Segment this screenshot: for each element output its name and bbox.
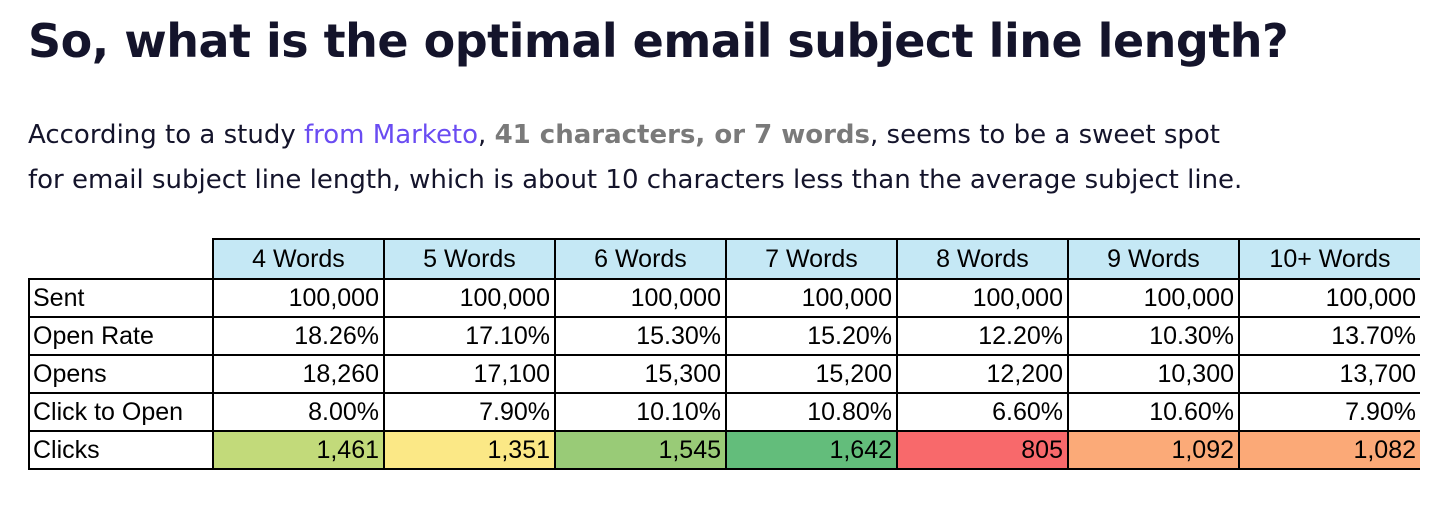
table-cell: 18.26% <box>212 316 385 356</box>
table-cell: 6.60% <box>896 392 1069 432</box>
table-row-open-rate: Open Rate 18.26% 17.10% 15.30% 15.20% 12… <box>28 316 1420 356</box>
column-header: 4 Words <box>212 238 385 280</box>
subject-length-table: 4 Words 5 Words 6 Words 7 Words 8 Words … <box>28 238 1420 470</box>
clicks-cell: 805 <box>896 430 1069 470</box>
table-cell: 10.80% <box>725 392 898 432</box>
table-cell: 17,100 <box>383 354 556 394</box>
table-corner-cell <box>29 239 214 280</box>
clicks-cell: 1,351 <box>383 430 556 470</box>
row-label: Click to Open <box>28 392 214 432</box>
row-label: Sent <box>28 278 214 318</box>
table-cell: 7.90% <box>1238 392 1420 432</box>
intro-text-2: , <box>478 120 495 150</box>
clicks-cell: 1,082 <box>1238 430 1420 470</box>
table-cell: 100,000 <box>554 278 727 318</box>
marketo-study-link[interactable]: from Marketo <box>303 120 479 150</box>
page-title: So, what is the optimal email subject li… <box>28 14 1289 68</box>
intro-text-1: According to a study <box>28 120 304 150</box>
table-cell: 17.10% <box>383 316 556 356</box>
table-header-row: 4 Words 5 Words 6 Words 7 Words 8 Words … <box>29 238 1420 280</box>
intro-line-1: According to a study from Marketo, 41 ch… <box>28 113 1428 158</box>
clicks-cell: 1,545 <box>554 430 727 470</box>
table-cell: 15,200 <box>725 354 898 394</box>
table-cell: 10.10% <box>554 392 727 432</box>
table-cell: 15.20% <box>725 316 898 356</box>
table-cell: 100,000 <box>1238 278 1420 318</box>
table-cell: 15,300 <box>554 354 727 394</box>
table-cell: 18,260 <box>212 354 385 394</box>
table-row-opens: Opens 18,260 17,100 15,300 15,200 12,200… <box>28 354 1420 394</box>
clicks-cell: 1,642 <box>725 430 898 470</box>
table-cell: 100,000 <box>383 278 556 318</box>
table-cell: 15.30% <box>554 316 727 356</box>
table-cell: 13.70% <box>1238 316 1420 356</box>
column-header: 6 Words <box>554 238 727 280</box>
clicks-cell: 1,461 <box>212 430 385 470</box>
clicks-cell: 1,092 <box>1067 430 1240 470</box>
table-cell: 7.90% <box>383 392 556 432</box>
intro-text-3: , seems to be a sweet spot <box>870 120 1220 150</box>
table-cell: 12,200 <box>896 354 1069 394</box>
table-row-click-to-open: Click to Open 8.00% 7.90% 10.10% 10.80% … <box>28 392 1420 432</box>
column-header: 5 Words <box>383 238 556 280</box>
intro-highlight: 41 characters, or 7 words <box>494 120 871 150</box>
table-cell: 100,000 <box>896 278 1069 318</box>
table-cell: 100,000 <box>725 278 898 318</box>
table-row-clicks: Clicks 1,461 1,351 1,545 1,642 805 1,092… <box>28 430 1420 470</box>
table-cell: 10.60% <box>1067 392 1240 432</box>
table-cell: 10.30% <box>1067 316 1240 356</box>
table-cell: 100,000 <box>212 278 385 318</box>
column-header: 8 Words <box>896 238 1069 280</box>
row-label: Open Rate <box>28 316 214 356</box>
intro-line-2: for email subject line length, which is … <box>28 165 1243 195</box>
table-cell: 100,000 <box>1067 278 1240 318</box>
table-cell: 13,700 <box>1238 354 1420 394</box>
subject-length-table-wrapper: 4 Words 5 Words 6 Words 7 Words 8 Words … <box>28 238 1420 482</box>
intro-paragraph: According to a study from Marketo, 41 ch… <box>28 113 1428 203</box>
table-cell: 8.00% <box>212 392 385 432</box>
table-cell: 12.20% <box>896 316 1069 356</box>
column-header: 7 Words <box>725 238 898 280</box>
row-label: Opens <box>28 354 214 394</box>
table-cell: 10,300 <box>1067 354 1240 394</box>
table-row-sent: Sent 100,000 100,000 100,000 100,000 100… <box>28 278 1420 318</box>
column-header: 10+ Words <box>1238 238 1420 280</box>
row-label: Clicks <box>28 430 214 470</box>
column-header: 9 Words <box>1067 238 1240 280</box>
